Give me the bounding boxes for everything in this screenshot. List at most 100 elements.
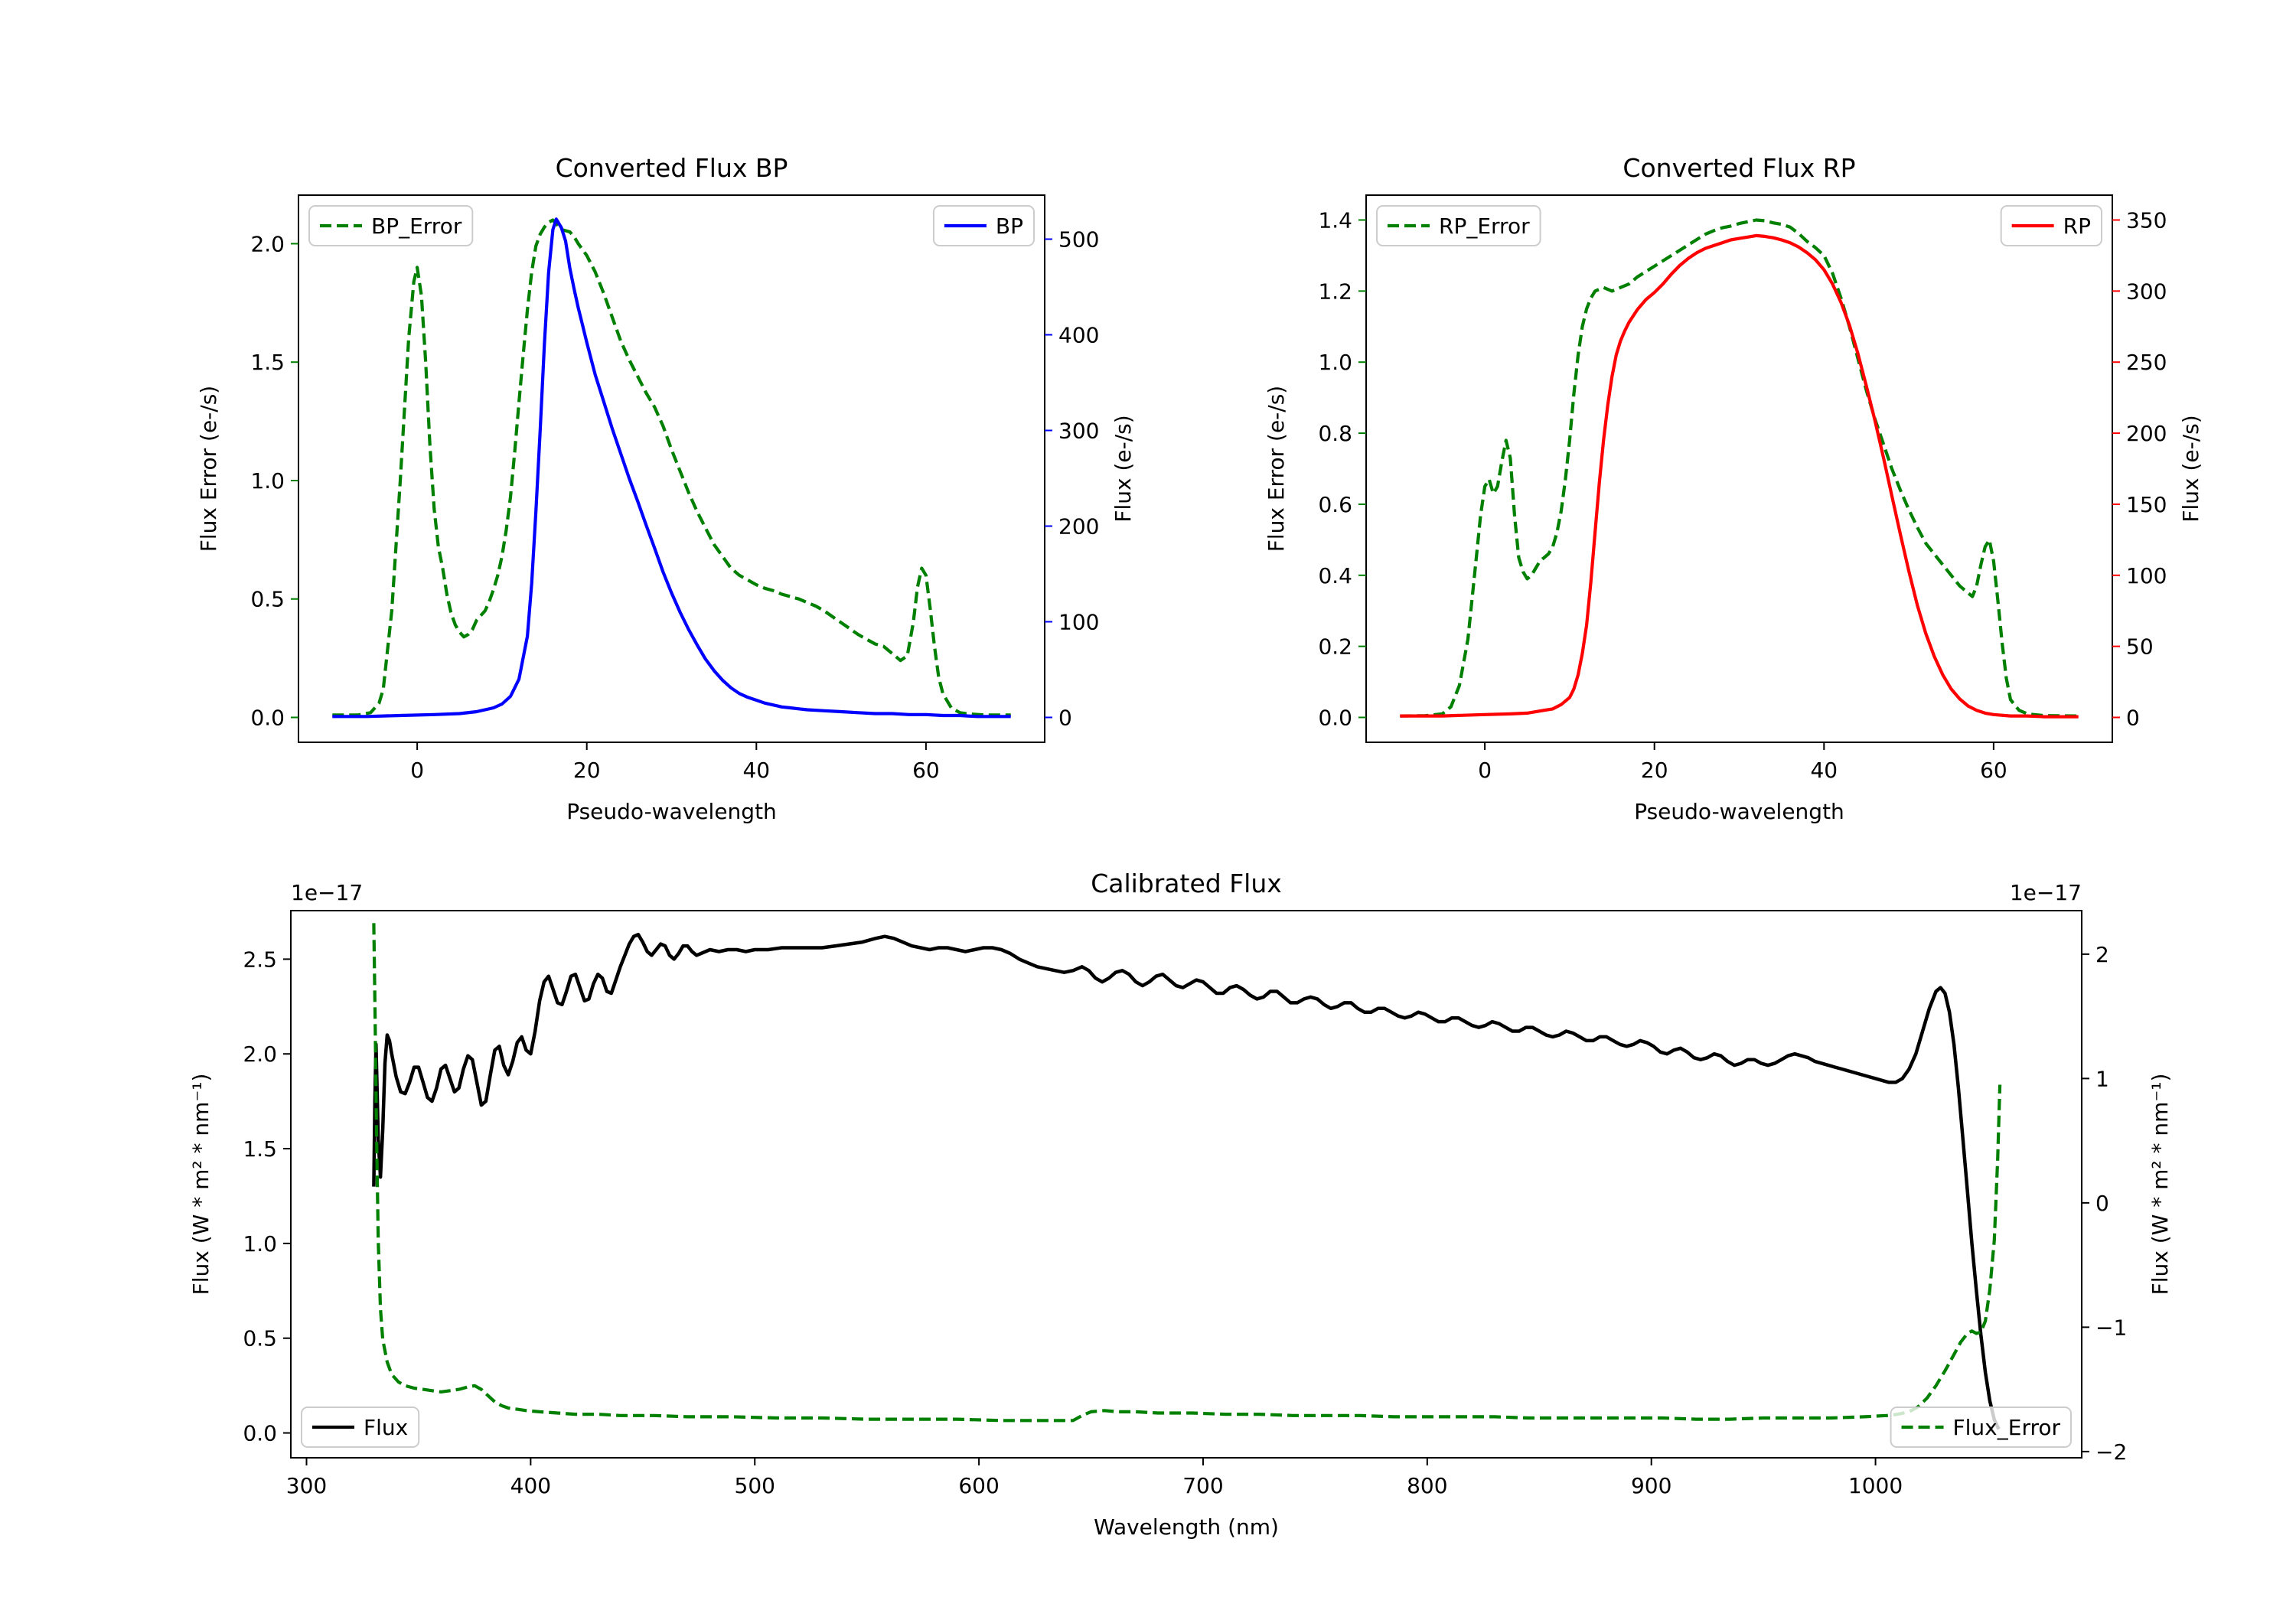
left-tick-label: 0.0 [1318,706,1352,731]
x-tick-label: 400 [510,1473,551,1498]
x-tick-label: 1000 [1848,1473,1903,1498]
right-tick-label: 500 [1058,227,1099,253]
right-tick-label: 200 [2126,421,2167,446]
x-tick-label: 800 [1407,1473,1447,1498]
legend-label: Flux [364,1415,408,1440]
legend-flux_error: Flux_Error [1890,1407,2072,1448]
right-tick-label: 150 [2126,492,2167,517]
right-tick-label: 300 [2126,279,2167,304]
axes-frame [1365,194,2113,743]
chart-title: Calibrated Flux [1091,869,1282,898]
x-tick-label: 60 [912,758,940,783]
subplot-calibrated-flux: Calibrated Flux 300 400 500 600 700 800 900 1000… [188,869,2173,1540]
legend-label: RP [2063,214,2091,239]
left-tick-label: 1.2 [1318,279,1352,304]
right-tick-label: 2 [2095,942,2109,967]
legend-bp: BP [932,205,1035,246]
x-tick-label: 0 [1478,758,1492,783]
left-tick-label: 0.4 [1318,563,1352,588]
right-tick-label: 100 [1058,610,1099,635]
series-rp_error [1400,218,2079,718]
legend-label: BP_Error [371,214,462,239]
left-tick-label: 0.0 [243,1421,277,1446]
plot-area [332,217,1011,719]
right-offset-text: 1e−17 [2010,880,2082,905]
x-tick-label: 700 [1182,1473,1223,1498]
x-axis-label: Pseudo-wavelength [566,799,777,824]
series-rp [1400,233,2079,719]
plot-area [1400,218,2079,719]
right-tick-label: 300 [1058,419,1099,444]
left-tick-label: 0.6 [1318,492,1352,517]
series-bp [332,217,1011,719]
legend-label: BP [996,214,1023,239]
right-axis-label: Flux (W * m² * nm⁻¹) [2148,1074,2173,1296]
left-offset-text: 1e−17 [291,880,363,905]
left-tick-label: 2.0 [250,231,285,256]
left-tick-label: 1.0 [243,1231,277,1257]
right-tick-label: 1 [2095,1066,2109,1091]
legend-rp_error: RP_Error [1376,205,1541,246]
x-tick-label: 600 [958,1473,999,1498]
chart-title: Converted Flux BP [556,153,788,183]
left-axis-label: Flux Error (e-/s) [196,386,221,552]
right-tick-label: −2 [2095,1439,2127,1465]
right-tick-label: 0 [2095,1191,2109,1216]
legend-label: RP_Error [1439,214,1530,239]
plot-area [372,923,2002,1430]
subplot-converted-flux-bp: Converted Flux BP 0 20 40 60 Pseudo-wavelengt… [196,153,1136,824]
series-bp_error [332,218,1011,717]
legend-box [1376,205,1541,246]
right-tick-label: 200 [1058,514,1099,539]
left-tick-label: 2.0 [243,1041,277,1067]
series-flux_error [372,923,2002,1423]
left-tick-label: 1.5 [250,350,285,375]
left-axis-label: Flux Error (e-/s) [1264,386,1289,552]
left-axis-label: Flux (W * m² * nm⁻¹) [188,1074,214,1296]
x-tick-label: 40 [742,758,770,783]
x-tick-label: 900 [1631,1473,1671,1498]
x-tick-label: 300 [286,1473,327,1498]
legend-box [301,1407,420,1448]
left-tick-label: 1.0 [1318,350,1352,375]
axes-frame [290,910,2082,1459]
left-tick-label: 1.4 [1318,208,1352,233]
x-tick-label: 40 [1810,758,1838,783]
legend-flux: Flux [301,1407,420,1448]
subplot-converted-flux-rp: Converted Flux RP 0 20 40 60 Pseudo-wavelengt… [1264,153,2203,824]
right-tick-label: 250 [2126,350,2167,375]
x-tick-label: 20 [573,758,601,783]
left-tick-label: 1.5 [243,1136,277,1162]
right-axis-label: Flux (e-/s) [2178,415,2203,522]
right-tick-label: 50 [2126,634,2154,660]
right-axis-label: Flux (e-/s) [1110,415,1136,522]
x-tick-label: 20 [1641,758,1668,783]
right-tick-label: 400 [1058,323,1099,348]
x-axis-label: Wavelength (nm) [1094,1514,1279,1540]
axes-frame [298,194,1045,743]
legend-bp_error: BP_Error [308,205,474,246]
legend-rp: RP [2000,205,2102,246]
x-tick-label: 500 [735,1473,775,1498]
legend-box [1890,1407,2072,1448]
left-tick-label: 1.0 [250,468,285,494]
left-tick-label: 2.5 [243,947,277,972]
left-tick-label: 0.5 [243,1326,277,1351]
legend-box [308,205,474,246]
left-tick-label: 0.5 [250,587,285,612]
left-tick-label: 0.2 [1318,634,1352,660]
right-tick-label: 0 [2126,706,2140,731]
left-tick-label: 0.8 [1318,421,1352,446]
left-tick-label: 0.0 [250,706,285,731]
right-tick-label: 350 [2126,208,2167,233]
series-flux [372,932,2001,1430]
right-tick-label: −1 [2095,1315,2127,1340]
x-tick-label: 60 [1980,758,2007,783]
right-tick-label: 0 [1058,706,1072,731]
chart-title: Converted Flux RP [1623,153,1855,183]
x-axis-label: Pseudo-wavelength [1634,799,1844,824]
right-tick-label: 100 [2126,563,2167,588]
legend-label: Flux_Error [1953,1415,2061,1440]
